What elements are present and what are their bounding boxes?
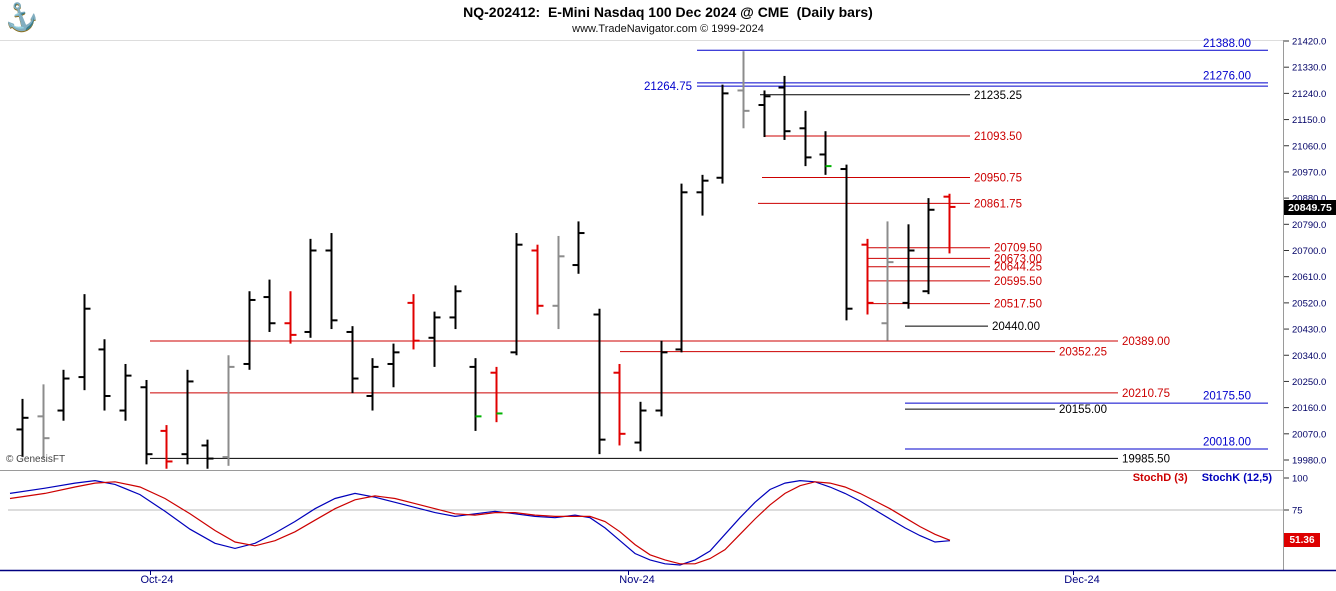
price-axis-tick-label: 20340.0 <box>1292 351 1326 362</box>
level-label: 21235.25 <box>974 90 1022 102</box>
level-label: 21264.75 <box>644 81 692 93</box>
price-axis-tick-label: 21420.0 <box>1292 37 1326 48</box>
level-label: 20517.50 <box>994 299 1042 311</box>
stoch-line-k <box>9 479 951 566</box>
level-label: 20210.75 <box>1122 388 1170 400</box>
price-axis-tick-label: 20520.0 <box>1292 298 1326 309</box>
level-label: 20155.00 <box>1059 404 1107 416</box>
xaxis-label-dec[interactable]: Dec-24 <box>1064 574 1100 586</box>
price-axis-tick-label: 20250.0 <box>1292 377 1326 388</box>
level-label: 20018.00 <box>1203 436 1251 448</box>
stoch-axis-tick-label: 100 <box>1292 474 1308 485</box>
level-label: 20175.50 <box>1203 391 1251 403</box>
level-label: 21093.50 <box>974 131 1022 143</box>
stoch-axis-tick-label: 75 <box>1292 506 1303 517</box>
level-label: 20352.25 <box>1059 347 1107 359</box>
level-label: 20673.00 <box>994 253 1042 265</box>
level-label: 21388.00 <box>1203 38 1251 50</box>
stochd-legend-label[interactable]: StochD (3) <box>1132 472 1188 484</box>
xaxis-label-nov[interactable]: Nov-24 <box>619 574 655 586</box>
price-axis-tick-label: 20790.0 <box>1292 220 1326 231</box>
xaxis-label-oct[interactable]: Oct-24 <box>140 574 174 586</box>
level-label: 19985.50 <box>1122 453 1170 465</box>
price-axis-tick-label: 21330.0 <box>1292 63 1326 74</box>
level-label: 20861.75 <box>974 198 1022 210</box>
stochk-legend-label[interactable]: StochK (12,5) <box>1201 472 1272 484</box>
chart-subtitle: www.TradeNavigator.com © 1999-2024 <box>572 23 764 35</box>
last-price-tag: 20849.75 <box>1284 200 1336 215</box>
price-axis-tick-label: 20430.0 <box>1292 325 1326 336</box>
price-axis-tick-label: 21060.0 <box>1292 141 1326 152</box>
level-label: 20595.50 <box>994 276 1042 288</box>
price-axis-tick-label: 20610.0 <box>1292 272 1326 283</box>
level-label: 20709.50 <box>994 243 1042 255</box>
price-axis-tick-label: 20160.0 <box>1292 403 1326 414</box>
level-label: 20389.00 <box>1122 336 1170 348</box>
price-axis-tick-label: 20700.0 <box>1292 246 1326 257</box>
price-axis-tick-label: 20880.0 <box>1292 194 1326 205</box>
price-axis-tick-label: 19980.0 <box>1292 456 1326 467</box>
price-axis-tick-label: 21150.0 <box>1292 115 1326 126</box>
level-label: 20950.75 <box>974 173 1022 185</box>
level-label: 20644.25 <box>994 262 1042 274</box>
genesis-copyright: © GenesisFT <box>6 454 66 465</box>
stoch-line-d <box>9 481 951 565</box>
level-label: 20440.00 <box>992 321 1040 333</box>
stoch-legend: StochD (3) StochK (12,5) <box>1128 472 1272 484</box>
chart-title: NQ-202412: E-Mini Nasdaq 100 Dec 2024 @ … <box>463 4 873 20</box>
price-axis-tick-label: 20970.0 <box>1292 167 1326 178</box>
stoch-value-tag: 51.36 <box>1284 533 1320 547</box>
price-axis-tick-label: 21240.0 <box>1292 89 1326 100</box>
price-axis-tick-label: 20070.0 <box>1292 429 1326 440</box>
level-label: 21276.00 <box>1203 70 1251 82</box>
